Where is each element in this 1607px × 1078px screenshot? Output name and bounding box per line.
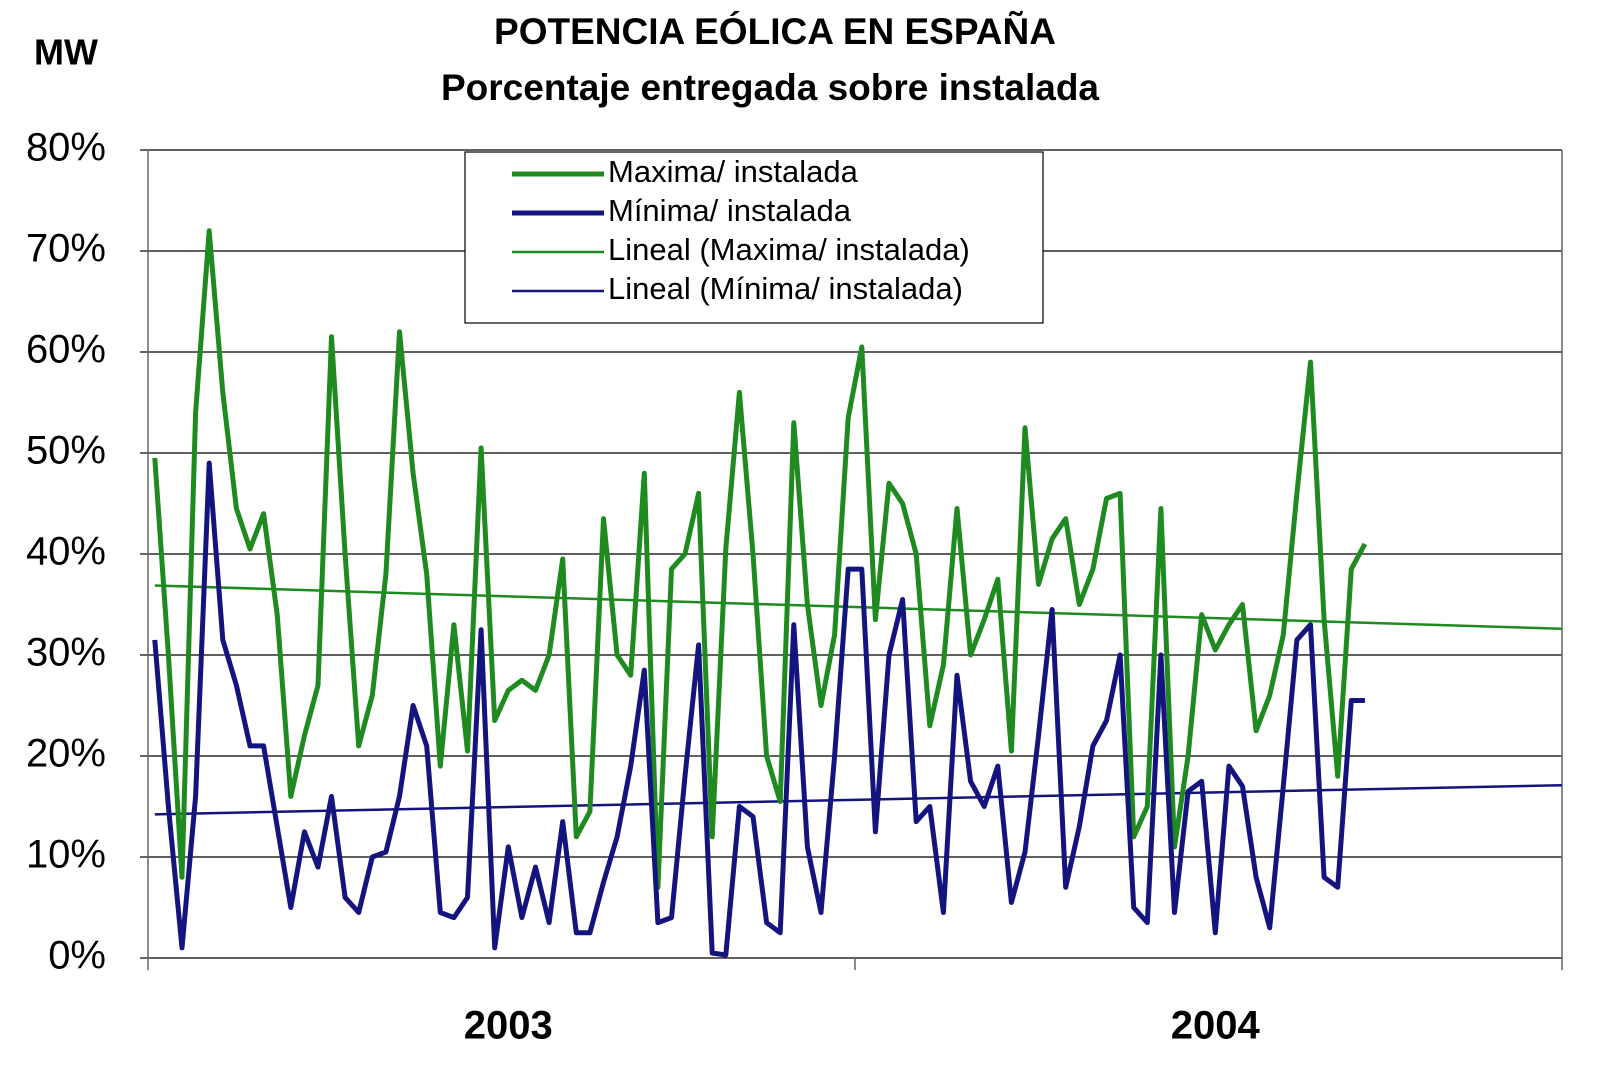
- y-tick-label: 30%: [26, 631, 106, 675]
- y-tick-label: 60%: [26, 328, 106, 372]
- series-line: [152, 460, 1365, 958]
- series-line: [152, 228, 1368, 890]
- legend-label: Lineal (Maxima/ instalada): [608, 232, 970, 267]
- chart-subtitle: Porcentaje entregada sobre instalada: [441, 67, 1099, 108]
- legend-label: Maxima/ instalada: [608, 154, 859, 189]
- legend-label: Lineal (Mínima/ instalada): [608, 271, 963, 306]
- y-tick-label: 40%: [26, 530, 106, 574]
- chart-title: POTENCIA EÓLICA EN ESPAÑA: [494, 10, 1056, 52]
- y-tick-label: 50%: [26, 429, 106, 473]
- trendline: [154, 584, 1563, 631]
- legend-box: [464, 151, 1044, 324]
- y-tick-label: 10%: [26, 833, 106, 877]
- trendline: [154, 783, 1563, 816]
- x-tick-label: 2004: [1171, 1004, 1261, 1048]
- legend: Maxima/ instalada Mínima/ instalada Lineal…: [464, 151, 1044, 324]
- y-tick-label: 0%: [48, 934, 106, 978]
- y-tick-label: 20%: [26, 732, 106, 776]
- y-axis-label: MW: [34, 32, 98, 73]
- x-tick-label: 2003: [464, 1004, 553, 1048]
- y-tick-label: 70%: [26, 227, 106, 271]
- legend-label: Mínima/ instalada: [608, 193, 852, 228]
- y-tick-label: 80%: [26, 126, 106, 170]
